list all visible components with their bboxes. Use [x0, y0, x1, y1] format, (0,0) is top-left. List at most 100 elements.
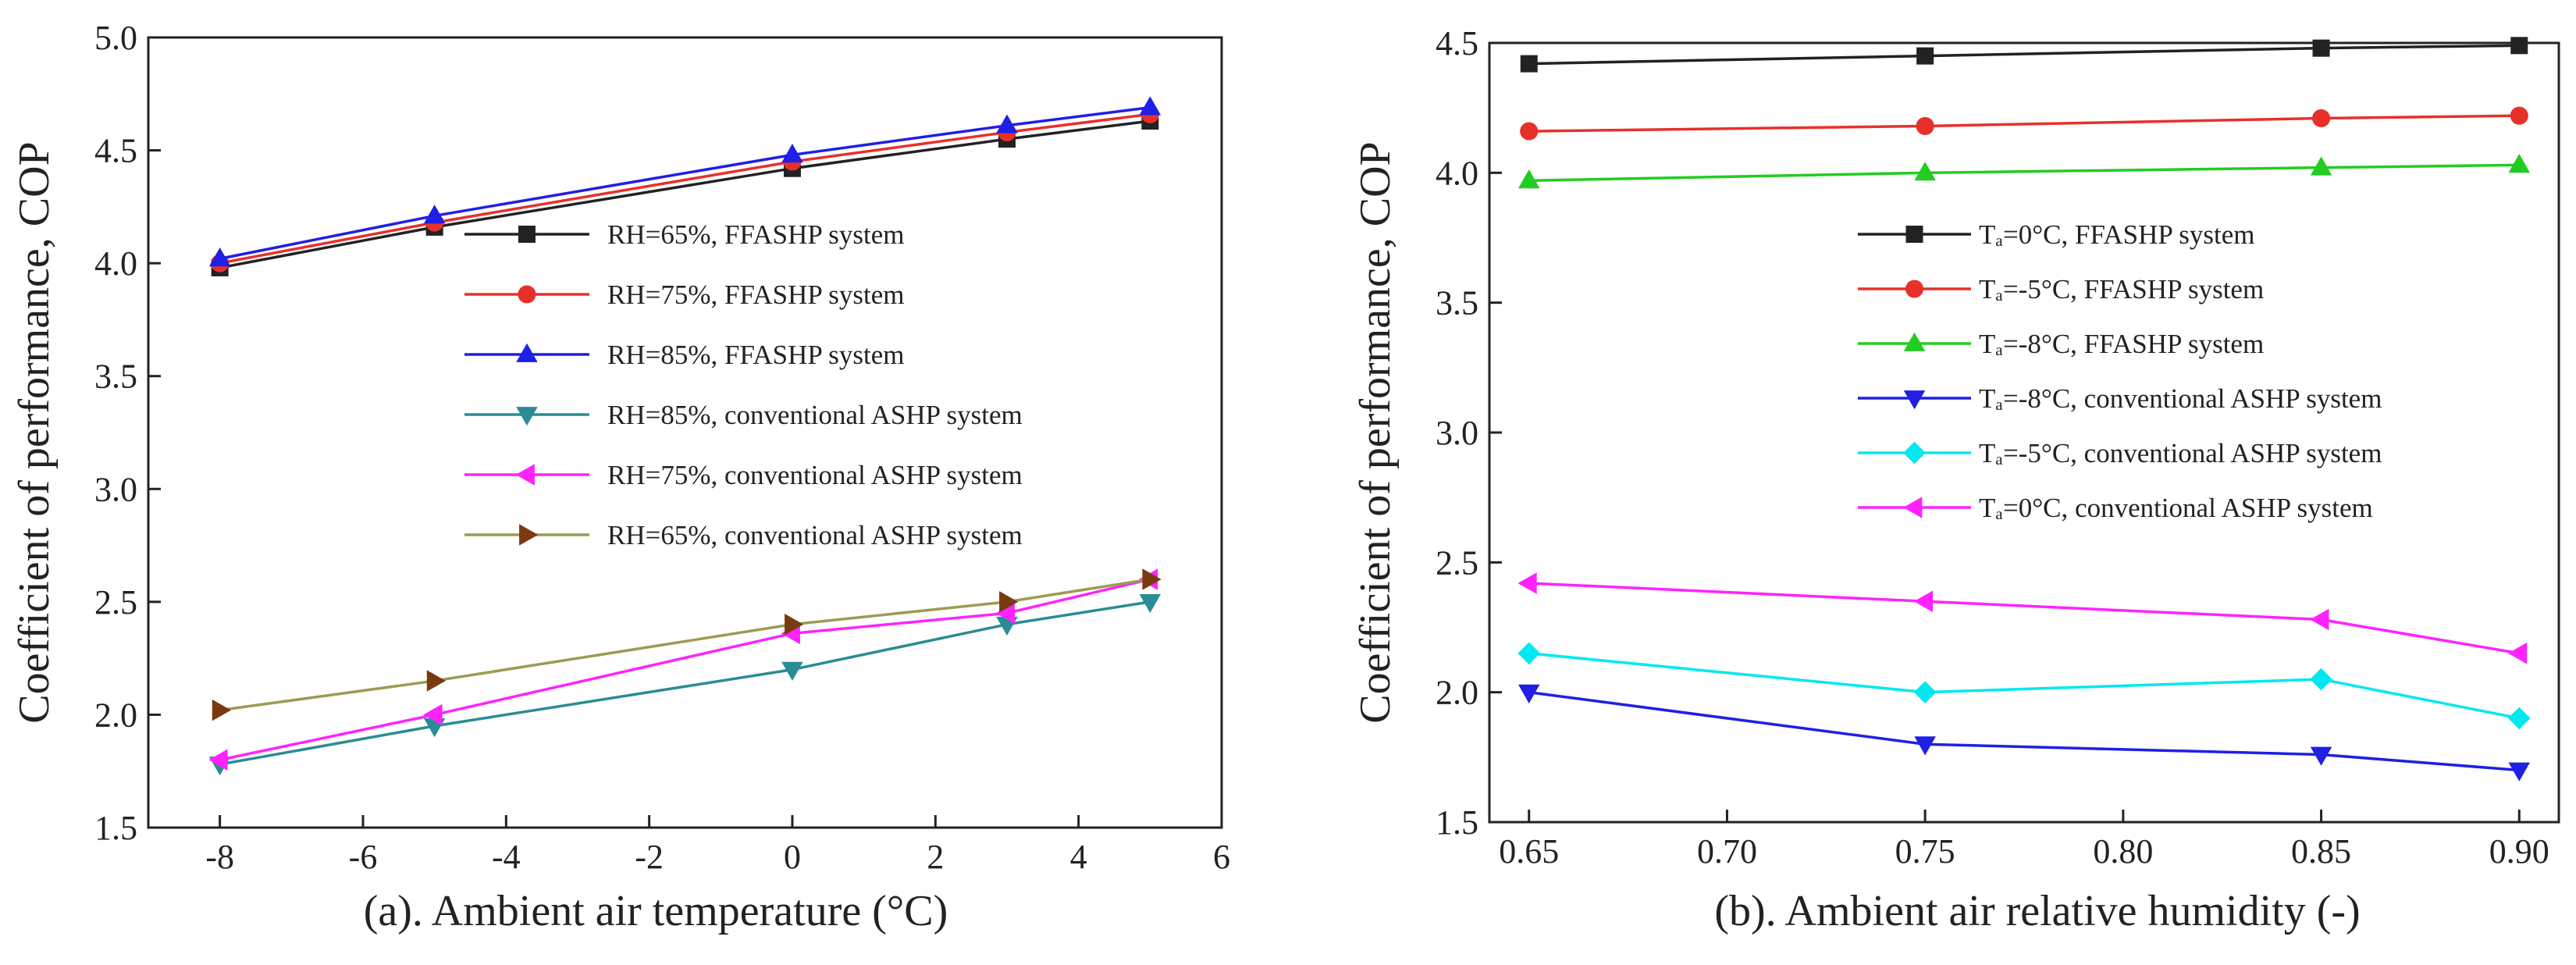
- legend-marker-b-2: [1905, 280, 1924, 298]
- legend-marker-a-2: [518, 285, 536, 304]
- series-line-b-4: [1528, 690, 2520, 772]
- data-point-b-4: [1517, 684, 1540, 703]
- legend-label-b-6: Tₐ=0°C, conventional ASHP system: [1979, 493, 2373, 523]
- legend-b: Tₐ=0°C, FFASHP system Tₐ=-5°C, FFASHP sys…: [1858, 219, 2382, 523]
- data-point-b-3: [1914, 162, 1936, 181]
- x-tick-label-b: 0.85: [2291, 832, 2351, 871]
- data-point-a-4: [781, 661, 803, 681]
- legend-label-b-2: Tₐ=-5°C, FFASHP system: [1979, 274, 2264, 304]
- plot-frame-b: [1488, 41, 2560, 824]
- data-point-b-1: [2312, 39, 2330, 57]
- data-point-b-2: [1520, 122, 1539, 141]
- x-tick-label-b: 0.70: [1697, 832, 1757, 871]
- legend-marker-b-1: [1905, 226, 1923, 243]
- y-tick-label-a: 2.0: [94, 696, 137, 734]
- plot-frame-a: [147, 36, 1223, 829]
- data-point-b-6: [2507, 643, 2528, 664]
- data-point-b-6: [1517, 572, 1537, 594]
- data-point-b-6: [2310, 608, 2329, 631]
- data-point-b-2: [2510, 106, 2528, 125]
- data-point-a-3: [423, 205, 446, 224]
- x-tick-label-a: -2: [635, 838, 664, 876]
- data-point-b-1: [1916, 47, 1934, 65]
- axis-ticks-a: -8 -6 -4 -2 0 2 4 6 1.5 2.0 2.5 3.0 3.5 4.0 4.5 5.0: [94, 19, 1230, 876]
- legend-label-a-5: RH=75%, conventional ASHP system: [607, 460, 1023, 490]
- data-point-b-5: [2310, 668, 2332, 691]
- x-tick-label-a: 4: [1070, 838, 1087, 876]
- data-point-b-3: [2310, 156, 2332, 176]
- legend-label-a-1: RH=65%, FFASHP system: [607, 219, 905, 250]
- data-point-b-4: [1914, 736, 1936, 756]
- y-tick-label-a: 3.0: [94, 470, 137, 508]
- y-axis-title-a: Coefficient of performance, COP: [10, 141, 59, 723]
- data-point-b-5: [1517, 642, 1541, 665]
- data-point-a-6: [999, 591, 1019, 613]
- legend-label-a-3: RH=85%, FFASHP system: [607, 340, 905, 370]
- data-point-b-1: [1520, 55, 1538, 73]
- series-line-b-5: [1528, 652, 2520, 720]
- y-tick-label-b: 3.0: [1436, 414, 1478, 452]
- caption-b: (b). Ambient air relative humidity (-): [1714, 887, 2360, 935]
- y-tick-label-a: 1.5: [94, 809, 137, 847]
- x-tick-label-a: 2: [927, 838, 944, 876]
- legend-label-b-5: Tₐ=-5°C, conventional ASHP system: [1979, 438, 2382, 468]
- x-tick-label-a: 0: [784, 838, 801, 876]
- legend-a: RH=65%, FFASHP system RH=75%, FFASHP syst…: [464, 219, 1023, 550]
- data-point-a-6: [785, 614, 804, 636]
- x-tick-label-b: 0.75: [1895, 832, 1955, 871]
- x-tick-label-b: 0.90: [2489, 832, 2549, 871]
- y-tick-label-b: 2.0: [1436, 674, 1478, 712]
- data-point-b-1: [2510, 37, 2528, 55]
- data-point-a-3: [208, 247, 231, 267]
- legend-marker-a-1: [518, 226, 535, 243]
- data-point-a-4: [1139, 593, 1162, 614]
- x-tick-label-b: 0.80: [2093, 832, 2153, 871]
- data-point-b-2: [1916, 116, 1934, 136]
- legend-marker-b-3: [1903, 332, 1926, 351]
- x-tick-label-a: -6: [349, 838, 378, 876]
- data-point-a-5: [423, 703, 443, 726]
- legend-marker-b-6: [1903, 497, 1923, 518]
- data-point-b-4: [2508, 762, 2531, 782]
- legend-marker-a-6: [519, 524, 539, 546]
- panel-b: 0.65 0.70 0.75 0.80 0.85 0.90 1.5 2.0 2.5 3.0 3.5 4…: [1351, 24, 2560, 935]
- y-tick-label-b: 2.5: [1436, 543, 1478, 582]
- y-tick-label-a: 3.5: [94, 358, 137, 396]
- y-tick-label-a: 4.0: [94, 244, 137, 283]
- y-tick-label-b: 4.0: [1436, 154, 1478, 192]
- data-point-a-3: [781, 144, 803, 163]
- legend-marker-b-4: [1903, 390, 1926, 410]
- data-point-a-3: [1139, 96, 1162, 116]
- x-tick-label-a: -8: [205, 838, 234, 876]
- data-point-a-6: [1142, 568, 1162, 590]
- x-tick-label-a: -4: [492, 838, 521, 876]
- data-point-b-5: [2507, 707, 2531, 730]
- data-point-b-5: [1913, 681, 1937, 703]
- data-point-b-6: [1913, 590, 1934, 612]
- legend-label-a-6: RH=65%, conventional ASHP system: [607, 520, 1023, 550]
- legend-label-b-3: Tₐ=-8°C, FFASHP system: [1979, 329, 2264, 359]
- series-line-b-3: [1528, 163, 2520, 183]
- legend-label-b-4: Tₐ=-8°C, conventional ASHP system: [1979, 383, 2382, 414]
- series-group-a: [208, 96, 1162, 776]
- y-axis-title-b: Coefficient of performance, COP: [1351, 141, 1400, 723]
- x-tick-label-a: 6: [1213, 838, 1230, 876]
- data-point-a-6: [426, 670, 446, 692]
- y-tick-label-b: 4.5: [1436, 24, 1478, 62]
- series-line-b-6: [1528, 582, 2520, 655]
- data-point-b-3: [1517, 169, 1540, 189]
- legend-label-b-1: Tₐ=0°C, FFASHP system: [1979, 219, 2255, 250]
- data-point-a-5: [995, 602, 1015, 625]
- legend-marker-a-5: [515, 464, 535, 486]
- y-tick-label-b: 1.5: [1436, 803, 1478, 842]
- legend-marker-a-4: [516, 407, 538, 426]
- data-point-b-3: [2508, 154, 2531, 173]
- series-line-b-1: [1528, 44, 2520, 66]
- legend-marker-b-5: [1903, 441, 1926, 465]
- axis-ticks-b: 0.65 0.70 0.75 0.80 0.85 0.90 1.5 2.0 2.5 3.0 3.5 4…: [1436, 24, 2549, 871]
- y-tick-label-a: 5.0: [94, 19, 137, 57]
- data-point-a-6: [212, 699, 231, 721]
- y-tick-label-a: 4.5: [94, 132, 137, 170]
- legend-label-a-4: RH=85%, conventional ASHP system: [607, 400, 1023, 430]
